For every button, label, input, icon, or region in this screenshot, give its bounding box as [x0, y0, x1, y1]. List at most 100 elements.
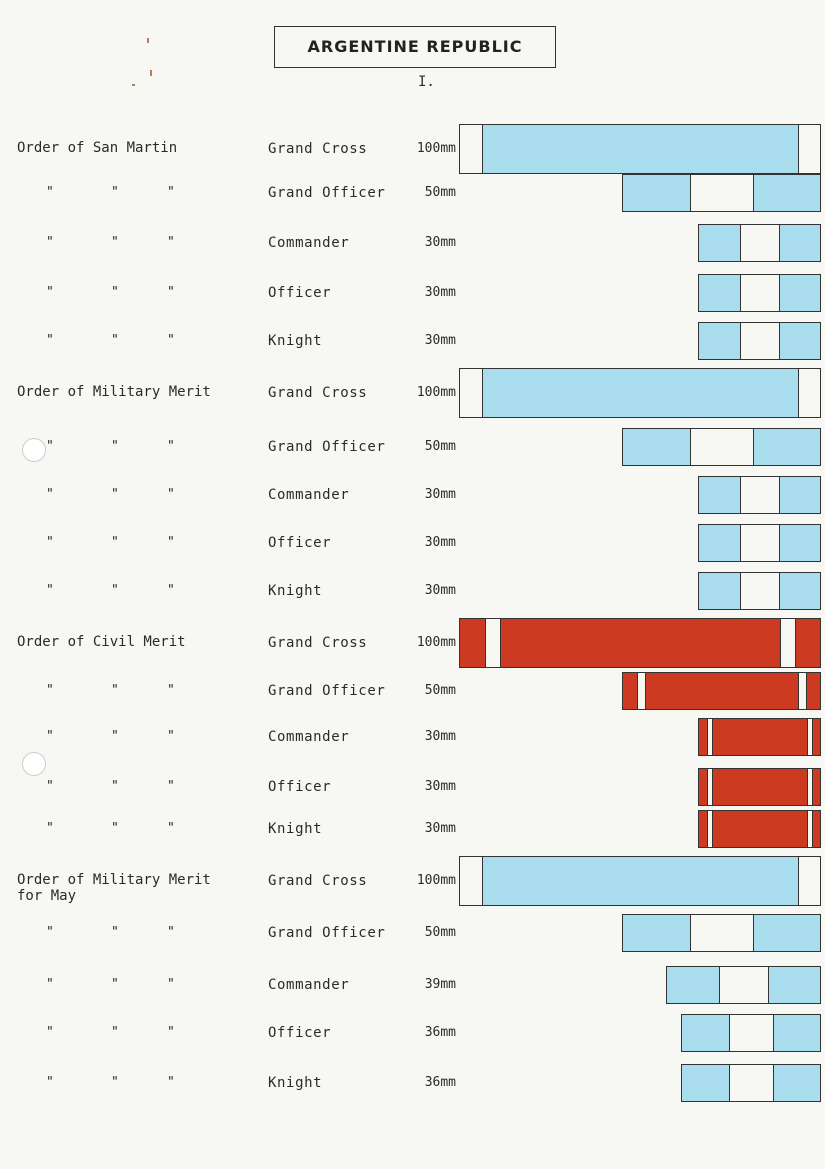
ribbon-stripe-red: [811, 769, 820, 805]
punch-hole: [22, 438, 46, 462]
ditto-mark: ": [46, 333, 54, 348]
ribbon-swatch: [622, 174, 821, 212]
ribbon-stripe-white: [798, 857, 820, 905]
ditto-mark: ": [167, 333, 175, 348]
ribbon-stripe-red: [712, 811, 807, 847]
ribbon-width-label: 100mm: [416, 873, 456, 888]
ribbon-stripe-white: [806, 719, 812, 755]
ribbon-width-label: 100mm: [416, 141, 456, 156]
ribbon-stripe-white: [460, 369, 482, 417]
ditto-mark: ": [167, 285, 175, 300]
ribbon-swatch: [698, 718, 821, 756]
grade-label: Knight: [268, 583, 323, 599]
ribbon-row: " " " Officer 30mm: [0, 768, 825, 808]
ditto-mark: ": [111, 333, 119, 348]
ribbon-swatch: [698, 810, 821, 848]
ribbon-stripe-red: [699, 811, 708, 847]
ribbon-swatch: [666, 966, 821, 1004]
ribbon-width-label: 50mm: [424, 439, 456, 454]
grade-label: Officer: [268, 285, 332, 301]
ditto-mark: ": [111, 535, 119, 550]
ribbon-width-label: 50mm: [424, 683, 456, 698]
ribbon-stripe-light-blue: [682, 1065, 729, 1101]
ribbon-stripe-light-blue: [778, 275, 820, 311]
ribbon-stripe-red: [712, 769, 807, 805]
ditto-mark: ": [167, 683, 175, 698]
ditto-mark: ": [46, 779, 54, 794]
ditto-mark: ": [111, 821, 119, 836]
ribbon-stripe-light-blue: [699, 477, 741, 513]
ditto-mark: ": [167, 977, 175, 992]
ditto-mark: ": [111, 925, 119, 940]
ditto-mark: ": [111, 487, 119, 502]
grade-label: Grand Officer: [268, 925, 386, 941]
ribbon-stripe-light-blue: [699, 573, 741, 609]
ribbon-stripe-red: [806, 673, 820, 709]
ditto-mark: ": [111, 683, 119, 698]
ribbon-stripe-white: [740, 225, 779, 261]
ribbon-width-label: 30mm: [424, 235, 456, 250]
ribbon-row: " " " Commander 30mm: [0, 718, 825, 758]
ribbon-width-label: 30mm: [424, 535, 456, 550]
grade-label: Officer: [268, 1025, 332, 1041]
ribbon-row: Order of Military Merit Grand Cross 100mm: [0, 368, 825, 418]
ribbon-stripe-light-blue: [623, 175, 690, 211]
ribbon-row: " " " Knight 30mm: [0, 572, 825, 612]
ditto-mark: ": [167, 1075, 175, 1090]
ribbon-stripe-white: [780, 619, 795, 667]
ribbon-swatch: [622, 672, 821, 710]
ribbon-width-label: 30mm: [424, 333, 456, 348]
ribbon-row: " " " Officer 30mm: [0, 274, 825, 314]
ribbon-width-label: 30mm: [424, 583, 456, 598]
ribbon-width-label: 30mm: [424, 729, 456, 744]
ditto-mark: ": [46, 977, 54, 992]
ribbon-swatch: [698, 274, 821, 312]
ditto-mark: ": [46, 1025, 54, 1040]
ribbon-stripe-red: [712, 719, 807, 755]
order-name: Order of Military Merit: [17, 384, 211, 400]
ribbon-swatch: [622, 914, 821, 952]
ribbon-stripe-light-blue: [481, 125, 799, 173]
ribbon-stripe-light-blue: [753, 175, 820, 211]
ribbon-stripe-white: [707, 769, 713, 805]
order-name: Order of Civil Merit: [17, 634, 186, 650]
ribbon-stripe-white: [740, 525, 779, 561]
ditto-mark: ": [111, 977, 119, 992]
ribbon-row: " " " Commander 39mm: [0, 966, 825, 1006]
ribbon-stripe-light-blue: [623, 429, 690, 465]
ribbon-swatch: [459, 124, 821, 174]
grade-label: Commander: [268, 235, 350, 251]
ribbon-row: " " " Knight 30mm: [0, 322, 825, 362]
grade-label: Grand Officer: [268, 439, 386, 455]
ribbon-stripe-light-blue: [481, 857, 799, 905]
ribbon-stripe-light-blue: [778, 477, 820, 513]
ribbon-stripe-light-blue: [682, 1015, 729, 1051]
ribbon-stripe-light-blue: [481, 369, 799, 417]
ditto-mark: ": [46, 583, 54, 598]
grade-label: Grand Cross: [268, 141, 368, 157]
ribbon-width-label: 30mm: [424, 779, 456, 794]
ditto-mark: ": [46, 683, 54, 698]
ribbon-row: Order of Civil Merit Grand Cross 100mm: [0, 618, 825, 668]
ribbon-stripe-light-blue: [753, 429, 820, 465]
ditto-mark: ": [111, 583, 119, 598]
ditto-mark: ": [46, 185, 54, 200]
ditto-mark: ": [111, 729, 119, 744]
ditto-mark: ": [46, 925, 54, 940]
ditto-mark: ": [46, 821, 54, 836]
ribbon-stripe-red: [644, 673, 799, 709]
grade-label: Knight: [268, 1075, 323, 1091]
ribbon-stripe-white: [728, 1015, 774, 1051]
ribbon-swatch: [698, 224, 821, 262]
order-name: Order of San Martin: [17, 140, 178, 156]
ditto-mark: ": [46, 439, 54, 454]
ribbon-row: " " " Grand Officer 50mm: [0, 428, 825, 468]
ditto-mark: ": [167, 583, 175, 598]
ribbon-stripe-white: [806, 811, 812, 847]
ribbon-width-label: 39mm: [424, 977, 456, 992]
ditto-mark: ": [46, 535, 54, 550]
ribbon-row: Order of Military Merit for May Grand Cro…: [0, 856, 825, 906]
ribbon-swatch: [698, 322, 821, 360]
page-title: ARGENTINE REPUBLIC: [274, 26, 556, 68]
ribbon-stripe-light-blue: [773, 1015, 820, 1051]
